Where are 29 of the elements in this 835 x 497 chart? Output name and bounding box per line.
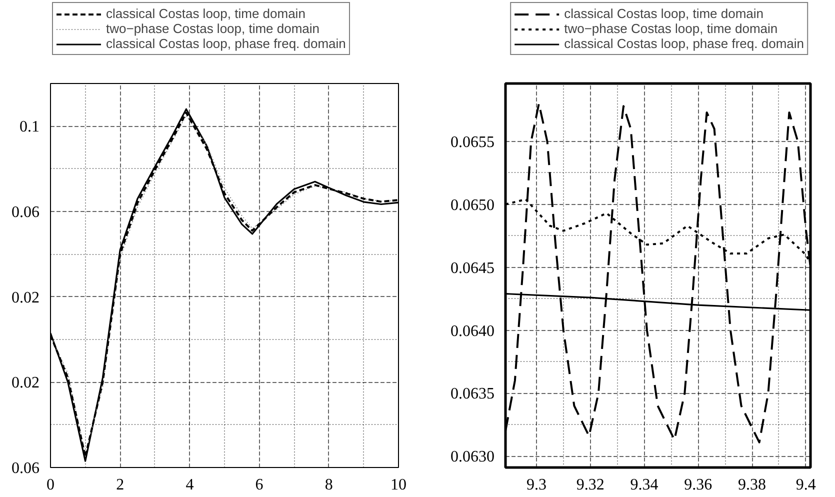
legend-label: two−phase Costas loop, time domain [564,21,778,36]
x-tick-label: 9.4 [796,476,816,494]
y-tick-label: 0.0640 [450,322,494,340]
legend-label: two−phase Costas loop, time domain [106,21,320,36]
x-tick-label: 10 [390,476,406,494]
legend-label: classical Costas loop, time domain [106,6,306,21]
y-tick-label: 0.0630 [450,448,494,466]
y-tick-label: 0.1 [20,118,40,136]
y-tick-label: 0.06 [12,460,40,477]
y-tick-label: 0.06 [12,204,40,221]
y-tick-label: 0.0645 [450,260,494,277]
x-tick-label: 6 [255,476,264,494]
legend-label: classical Costas loop, time domain [564,6,764,21]
x-tick-label: 9.3 [526,476,546,494]
legend-label: classical Costas loop, phase freq. domain [106,36,346,51]
x-tick-label: 9.38 [738,476,766,494]
legend-label: classical Costas loop, phase freq. domain [564,36,804,51]
x-tick-label: 9.32 [576,476,604,494]
y-tick-label: 0.0635 [450,386,494,403]
x-tick-label: 2 [116,476,124,494]
y-tick-label: 0.0655 [450,134,494,151]
x-tick-label: 8 [324,476,333,494]
y-tick-label: 0.0650 [450,196,494,214]
x-tick-label: 9.34 [630,476,658,494]
x-tick-label: 4 [186,476,194,494]
x-tick-label: 0 [46,476,54,494]
x-tick-label: 9.36 [684,476,712,494]
y-tick-label: 0.02 [12,289,40,306]
y-tick-label: 0.02 [12,374,40,392]
